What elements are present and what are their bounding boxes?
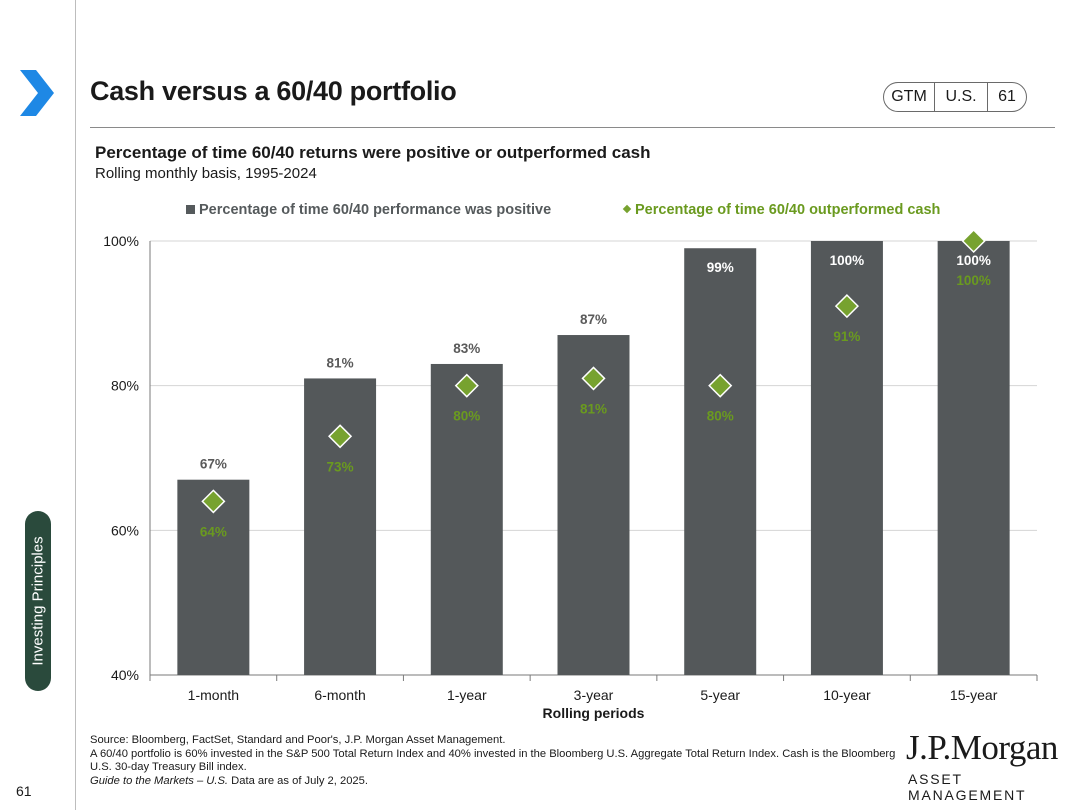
legend-item-outperformed: Percentage of time 60/40 outperformed ca…: [622, 202, 941, 218]
bar: [557, 335, 630, 675]
x-tick-label: 1-year: [447, 687, 487, 703]
x-tick-label: 15-year: [950, 687, 998, 703]
left-divider-line: [75, 0, 76, 810]
bar: [430, 363, 503, 675]
bar-value-label: 100%: [830, 253, 865, 268]
bar: [937, 241, 1010, 675]
bar: [304, 378, 377, 675]
footnote-source: Source: Bloomberg, FactSet, Standard and…: [90, 734, 506, 746]
diamond-value-label: 80%: [707, 409, 734, 424]
diamond-marker: [834, 294, 859, 319]
diamond-value-label: 64%: [200, 524, 227, 539]
x-tick-label: 6-month: [314, 687, 365, 703]
chevron-right-icon: [20, 70, 54, 116]
x-tick-label: 10-year: [823, 687, 871, 703]
section-tab[interactable]: [25, 511, 51, 691]
y-tick-label: 40%: [111, 667, 139, 683]
diamond-value-label: 100%: [956, 273, 991, 288]
x-tick-label: 1-month: [188, 687, 239, 703]
pill-gtm: GTM: [884, 83, 935, 111]
diamond-marker: [708, 373, 733, 398]
bar-value-label: 83%: [453, 341, 480, 356]
footnote-guide-title: Guide to the Markets – U.S.: [90, 774, 229, 787]
legend-label-positive: Percentage of time 60/40 performance was…: [199, 202, 552, 218]
header-rule: [90, 127, 1055, 128]
footnotes: Source: Bloomberg, FactSet, Standard and…: [90, 734, 900, 788]
pill-region: U.S.: [935, 83, 988, 111]
diamond-marker: [961, 228, 986, 254]
legend-item-positive: Percentage of time 60/40 performance was…: [186, 202, 551, 218]
bar-value-label: 100%: [956, 253, 991, 268]
footnote-asof: Guide to the Markets – U.S. Data are as …: [90, 775, 900, 789]
diamond-marker: [454, 373, 479, 398]
diamond-marker: [328, 424, 353, 449]
diamond-value-label: 81%: [580, 401, 607, 416]
bar-value-label: 81%: [327, 355, 354, 370]
diamond-marker: [201, 489, 226, 514]
x-tick-label: 3-year: [574, 687, 614, 703]
bar-value-label: 87%: [580, 312, 607, 327]
page-title: Cash versus a 60/40 portfolio: [90, 76, 457, 106]
bar-value-label: 67%: [200, 457, 227, 472]
page-number: 61: [16, 783, 32, 799]
bar-value-label: 99%: [707, 260, 734, 275]
section-tab-label: Investing Principles: [29, 536, 47, 666]
gtm-page-pill: GTM U.S. 61: [883, 82, 1027, 112]
x-tick-label: 5-year: [700, 687, 740, 703]
legend-square-icon: [186, 205, 195, 214]
legend-label-outperformed: Percentage of time 60/40 outperformed ca…: [635, 202, 941, 218]
chart-sub-subtitle: Rolling monthly basis, 1995-2024: [95, 165, 317, 182]
x-axis-title: Rolling periods: [543, 705, 645, 721]
diamond-value-label: 91%: [833, 329, 860, 344]
chart-subtitle: Percentage of time 60/40 returns were po…: [95, 143, 651, 162]
y-tick-label: 80%: [111, 378, 139, 394]
jpmorgan-logo: J.P.Morgan: [906, 728, 1058, 767]
pill-page-number: 61: [998, 88, 1016, 105]
bar: [684, 248, 757, 675]
diamond-marker: [581, 366, 606, 391]
footnote-date: Data are as of July 2, 2025.: [228, 774, 368, 787]
footnote-definition: A 60/40 portfolio is 60% invested in the…: [90, 747, 896, 774]
diamond-value-label: 73%: [327, 459, 354, 474]
y-tick-label: 60%: [111, 522, 139, 538]
diamond-value-label: 80%: [453, 409, 480, 424]
asset-management-wordmark: ASSET MANAGEMENT: [908, 771, 1027, 803]
y-tick-label: 100%: [103, 233, 139, 249]
